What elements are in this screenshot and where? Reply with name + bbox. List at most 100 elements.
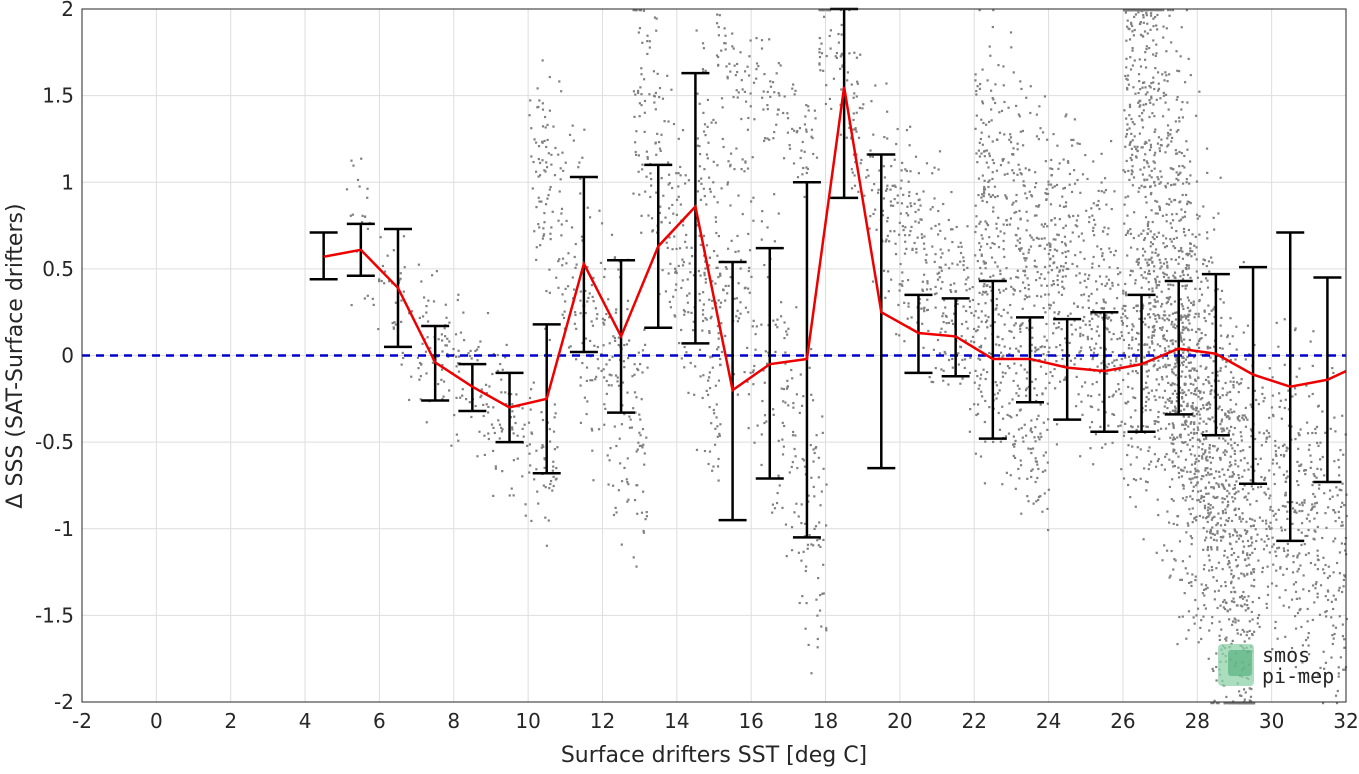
scatter-point — [1131, 148, 1133, 150]
scatter-point — [1003, 278, 1005, 280]
scatter-point — [1334, 537, 1336, 539]
scatter-point — [1024, 185, 1026, 187]
scatter-point — [1205, 379, 1207, 381]
scatter-point — [546, 545, 548, 547]
scatter-point — [1141, 119, 1143, 121]
scatter-point — [597, 358, 599, 360]
scatter-point — [988, 136, 990, 138]
scatter-point — [1144, 30, 1146, 32]
scatter-point — [1248, 564, 1250, 566]
scatter-point — [1306, 422, 1308, 424]
scatter-point — [1154, 252, 1156, 254]
scatter-point — [1021, 173, 1023, 175]
scatter-point — [1203, 391, 1205, 393]
scatter-point — [1120, 316, 1122, 318]
scatter-point — [1056, 443, 1058, 445]
scatter-point — [1241, 439, 1243, 441]
scatter-point — [641, 512, 643, 514]
scatter-point — [1163, 544, 1165, 546]
scatter-point — [1154, 420, 1156, 422]
scatter-point — [1015, 372, 1017, 374]
scatter-point — [1137, 263, 1139, 265]
scatter-point — [1164, 151, 1166, 153]
scatter-point — [906, 212, 908, 214]
scatter-point — [697, 137, 699, 139]
scatter-point — [1062, 227, 1064, 229]
scatter-point — [1182, 183, 1184, 185]
scatter-point — [408, 399, 410, 401]
scatter-point — [918, 172, 920, 174]
scatter-point — [602, 344, 604, 346]
scatter-point — [1164, 71, 1166, 73]
scatter-point — [1188, 267, 1190, 269]
scatter-point — [981, 193, 983, 195]
scatter-point — [981, 293, 983, 295]
scatter-point — [796, 131, 798, 133]
scatter-point — [692, 329, 694, 331]
scatter-point — [982, 122, 984, 124]
scatter-point — [541, 444, 543, 446]
scatter-point — [807, 168, 809, 170]
scatter-point — [667, 247, 669, 249]
scatter-point — [1259, 517, 1261, 519]
scatter-point — [1197, 218, 1199, 220]
scatter-point — [809, 534, 811, 536]
scatter-point — [1194, 288, 1196, 290]
scatter-point — [436, 270, 438, 272]
scatter-point — [1087, 394, 1089, 396]
scatter-point — [618, 489, 620, 491]
scatter-point — [1017, 276, 1019, 278]
scatter-point — [689, 262, 691, 264]
scatter-point — [1010, 46, 1012, 48]
scatter-point — [757, 424, 759, 426]
scatter-point — [552, 466, 554, 468]
scatter-point — [917, 209, 919, 211]
scatter-point — [1229, 465, 1231, 467]
scatter-point — [1106, 282, 1108, 284]
scatter-point — [1264, 397, 1266, 399]
scatter-point — [1154, 315, 1156, 317]
scatter-point — [417, 367, 419, 369]
scatter-point — [761, 220, 763, 222]
scatter-point — [1070, 360, 1072, 362]
scatter-point — [1307, 432, 1309, 434]
scatter-point — [1317, 405, 1319, 407]
scatter-point — [1010, 316, 1012, 318]
scatter-point — [956, 264, 958, 266]
scatter-point — [393, 321, 395, 323]
scatter-point — [1193, 428, 1195, 430]
scatter-point — [1080, 358, 1082, 360]
scatter-point — [986, 162, 988, 164]
scatter-point — [939, 276, 941, 278]
scatter-point — [793, 162, 795, 164]
scatter-point — [567, 252, 569, 254]
scatter-point — [714, 282, 716, 284]
scatter-point — [1236, 565, 1238, 567]
scatter-point — [939, 230, 941, 232]
scatter-point — [818, 48, 820, 50]
scatter-point — [1211, 526, 1213, 528]
scatter-point — [1287, 549, 1289, 551]
scatter-point — [1049, 249, 1051, 251]
scatter-point — [1156, 369, 1158, 371]
scatter-point — [988, 236, 990, 238]
scatter-point — [1061, 241, 1063, 243]
scatter-point — [1314, 428, 1316, 430]
scatter-point — [539, 162, 541, 164]
scatter-point — [1185, 268, 1187, 270]
scatter-point — [359, 185, 361, 187]
scatter-point — [1168, 203, 1170, 205]
scatter-point — [1271, 546, 1273, 548]
scatter-point — [815, 446, 817, 448]
scatter-point — [704, 267, 706, 269]
scatter-point — [1307, 608, 1309, 610]
scatter-point — [927, 330, 929, 332]
scatter-point — [1019, 250, 1021, 252]
scatter-point — [1196, 499, 1198, 501]
scatter-point — [1169, 575, 1171, 577]
scatter-point — [644, 112, 646, 114]
scatter-point — [1286, 447, 1288, 449]
scatter-point — [1025, 395, 1027, 397]
scatter-point — [973, 341, 975, 343]
scatter-point — [619, 462, 621, 464]
